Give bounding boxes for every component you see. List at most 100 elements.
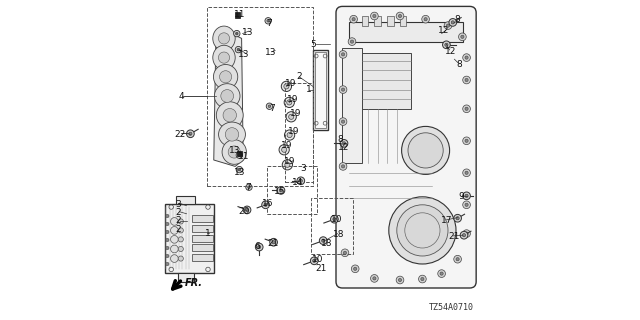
Circle shape	[265, 18, 271, 24]
Polygon shape	[214, 29, 243, 166]
Bar	[313, 50, 328, 130]
Circle shape	[266, 103, 273, 109]
Circle shape	[218, 33, 230, 44]
Text: 19: 19	[288, 127, 300, 136]
Circle shape	[445, 43, 448, 46]
Circle shape	[285, 162, 290, 167]
Circle shape	[465, 139, 468, 142]
Circle shape	[319, 237, 327, 244]
Circle shape	[372, 14, 376, 18]
Circle shape	[456, 217, 460, 220]
Circle shape	[396, 276, 404, 284]
Circle shape	[465, 171, 468, 174]
Circle shape	[272, 241, 275, 244]
Text: 15: 15	[275, 188, 285, 196]
Text: 13: 13	[239, 50, 250, 59]
Circle shape	[330, 215, 338, 223]
Circle shape	[372, 277, 376, 280]
Circle shape	[465, 194, 468, 197]
Circle shape	[465, 232, 468, 235]
Text: 2: 2	[296, 72, 302, 81]
Circle shape	[236, 166, 243, 173]
Text: 1: 1	[205, 229, 210, 238]
Bar	[311, 198, 353, 254]
Text: 7: 7	[245, 183, 251, 192]
Circle shape	[297, 177, 305, 185]
Circle shape	[223, 108, 237, 122]
FancyBboxPatch shape	[336, 6, 476, 288]
Circle shape	[458, 33, 466, 41]
Circle shape	[246, 208, 249, 212]
Text: 3: 3	[301, 164, 306, 172]
Text: 20: 20	[239, 207, 250, 216]
Circle shape	[444, 22, 452, 29]
Ellipse shape	[222, 140, 246, 164]
Circle shape	[234, 30, 240, 37]
Circle shape	[341, 249, 349, 257]
Ellipse shape	[214, 65, 238, 89]
Circle shape	[178, 237, 184, 242]
Text: 18: 18	[333, 230, 344, 239]
Circle shape	[166, 246, 169, 250]
Text: 21: 21	[448, 232, 460, 241]
Text: 2: 2	[176, 216, 181, 225]
Circle shape	[262, 201, 269, 209]
Circle shape	[170, 255, 178, 262]
Circle shape	[285, 130, 295, 140]
Bar	[400, 16, 406, 26]
Circle shape	[454, 255, 461, 263]
Circle shape	[463, 201, 470, 209]
Circle shape	[287, 132, 292, 138]
Circle shape	[333, 218, 336, 221]
Bar	[192, 244, 212, 251]
Text: 8: 8	[456, 60, 462, 68]
Circle shape	[460, 231, 468, 239]
Circle shape	[440, 272, 444, 275]
Bar	[192, 254, 212, 261]
Circle shape	[189, 132, 192, 135]
Circle shape	[463, 76, 470, 84]
Circle shape	[461, 35, 464, 38]
Circle shape	[340, 140, 348, 147]
Circle shape	[268, 105, 271, 108]
Circle shape	[462, 234, 466, 237]
Text: 13: 13	[243, 28, 253, 36]
Circle shape	[419, 275, 426, 283]
Bar	[176, 196, 195, 204]
Circle shape	[267, 20, 269, 22]
Circle shape	[225, 128, 239, 141]
Circle shape	[279, 145, 289, 155]
Circle shape	[424, 18, 428, 21]
Text: 13: 13	[230, 146, 241, 155]
Circle shape	[178, 219, 184, 224]
Circle shape	[321, 239, 325, 242]
Circle shape	[300, 179, 303, 182]
Circle shape	[353, 267, 357, 270]
Ellipse shape	[219, 122, 246, 147]
Circle shape	[257, 245, 261, 249]
Bar	[387, 16, 394, 26]
Circle shape	[286, 112, 296, 122]
Circle shape	[339, 86, 347, 93]
Circle shape	[287, 100, 292, 105]
Circle shape	[238, 154, 241, 156]
Circle shape	[397, 205, 448, 256]
Bar	[192, 225, 212, 232]
Circle shape	[447, 24, 450, 27]
Text: 11: 11	[234, 10, 245, 19]
Circle shape	[178, 256, 184, 261]
Circle shape	[282, 147, 287, 152]
Circle shape	[398, 14, 402, 18]
Circle shape	[443, 41, 451, 49]
Bar	[165, 204, 214, 273]
Circle shape	[166, 214, 169, 218]
Circle shape	[218, 52, 230, 63]
Circle shape	[398, 278, 402, 282]
Circle shape	[289, 114, 294, 119]
Circle shape	[170, 218, 178, 225]
Circle shape	[463, 192, 470, 200]
Bar	[237, 151, 242, 156]
Circle shape	[465, 56, 468, 59]
Circle shape	[166, 222, 169, 226]
Circle shape	[342, 120, 344, 123]
